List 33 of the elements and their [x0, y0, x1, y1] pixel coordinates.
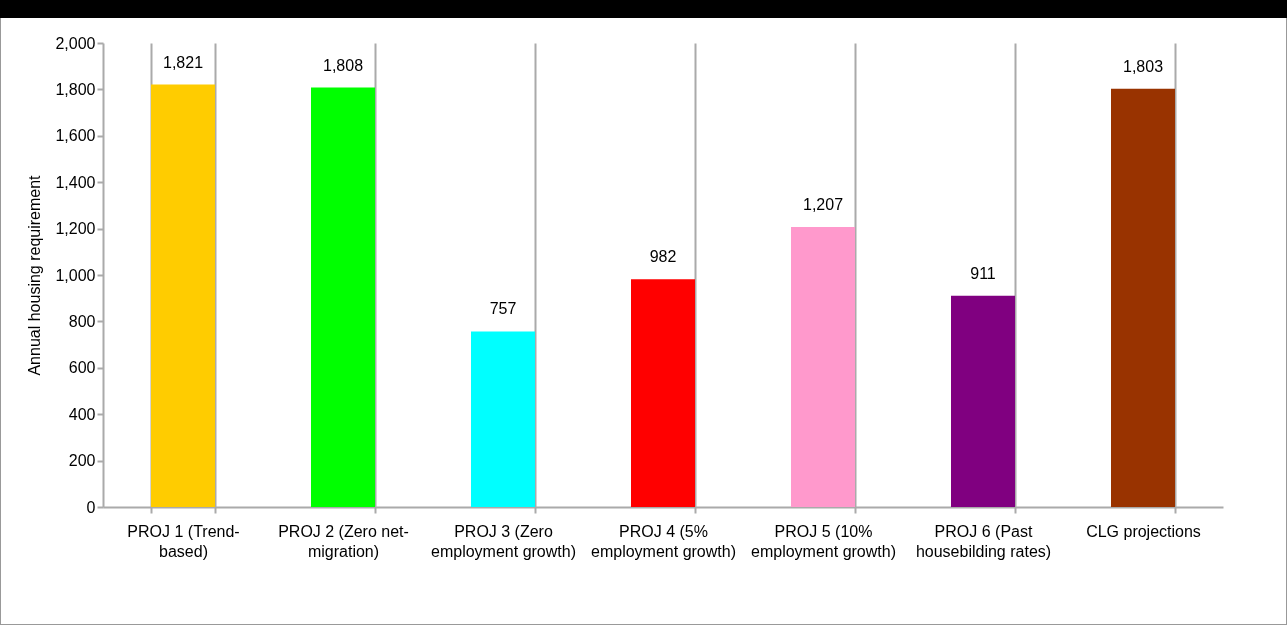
x-tick-label: CLG projections [1086, 522, 1201, 540]
y-axis-title: Annual housing requirement [26, 174, 44, 376]
x-tick-label: PROJ 5 (10% employment growth) [751, 522, 896, 560]
y-tick-label: 1,800 [55, 80, 96, 98]
data-label: 1,808 [322, 56, 364, 74]
y-tick-label: 1,600 [55, 127, 96, 145]
bar [471, 331, 535, 507]
y-tick-label: 0 [86, 498, 96, 516]
data-label: 1,803 [1122, 57, 1164, 75]
y-tick-label: 600 [68, 359, 96, 377]
y-tick-label: 200 [68, 452, 96, 470]
x-tick-label: PROJ 6 (Past housebilding rates) [915, 522, 1052, 560]
x-tick-label: PROJ 4 (5% employment growth) [591, 522, 736, 560]
y-tick-label: 800 [68, 312, 96, 330]
y-tick-label: 1,400 [55, 173, 96, 191]
bar [631, 279, 695, 507]
x-tick-label: PROJ 1 (Trend-based) [127, 522, 240, 560]
x-tick-label: PROJ 2 (Zero net-migration) [278, 522, 409, 560]
bar [791, 226, 855, 507]
data-label: 757 [489, 300, 517, 318]
y-tick-label: 1,000 [55, 266, 96, 284]
data-label: 1,207 [802, 195, 844, 213]
bar [151, 84, 215, 507]
data-label: 911 [970, 264, 996, 282]
y-tick-label: 400 [68, 405, 96, 423]
y-tick-label: 1,200 [55, 220, 96, 238]
x-tick-label: PROJ 3 (Zero employment growth) [431, 522, 576, 560]
y-tick-label: 2,000 [55, 34, 96, 52]
bar [1111, 88, 1175, 507]
bar [951, 295, 1015, 507]
bar [311, 87, 375, 507]
data-label: 1,821 [162, 53, 204, 71]
data-label: 982 [649, 248, 677, 266]
